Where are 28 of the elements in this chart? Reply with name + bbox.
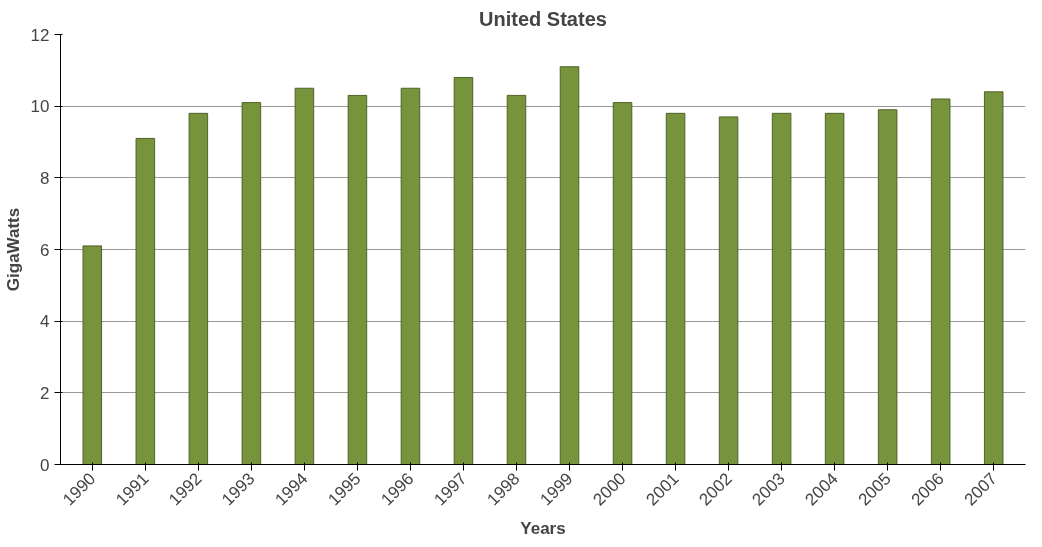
bar	[241, 102, 262, 465]
y-tick-label: 6	[40, 240, 50, 260]
x-axis-title: Years	[520, 518, 566, 538]
y-tick-label: 8	[40, 168, 50, 188]
bar	[718, 116, 739, 465]
bar	[188, 112, 209, 465]
bar	[400, 87, 421, 465]
bar	[453, 77, 474, 465]
y-axis-title: GigaWatts	[3, 207, 23, 292]
bar	[559, 66, 580, 465]
bar	[82, 245, 103, 465]
bar	[877, 109, 898, 465]
bar	[135, 137, 156, 465]
bar	[665, 112, 686, 465]
bar	[824, 112, 845, 465]
bar	[506, 94, 527, 465]
bar	[612, 102, 633, 465]
bar	[983, 91, 1004, 465]
y-tick-label: 12	[30, 25, 50, 45]
chart-title: United States	[479, 7, 607, 30]
bar	[347, 94, 368, 465]
y-tick-label: 4	[40, 312, 50, 332]
y-tick-label: 0	[40, 455, 50, 475]
bar	[771, 112, 792, 465]
y-tick-label: 2	[40, 383, 50, 403]
bar	[930, 98, 951, 465]
y-tick-label: 10	[30, 97, 50, 117]
bar	[294, 87, 315, 465]
